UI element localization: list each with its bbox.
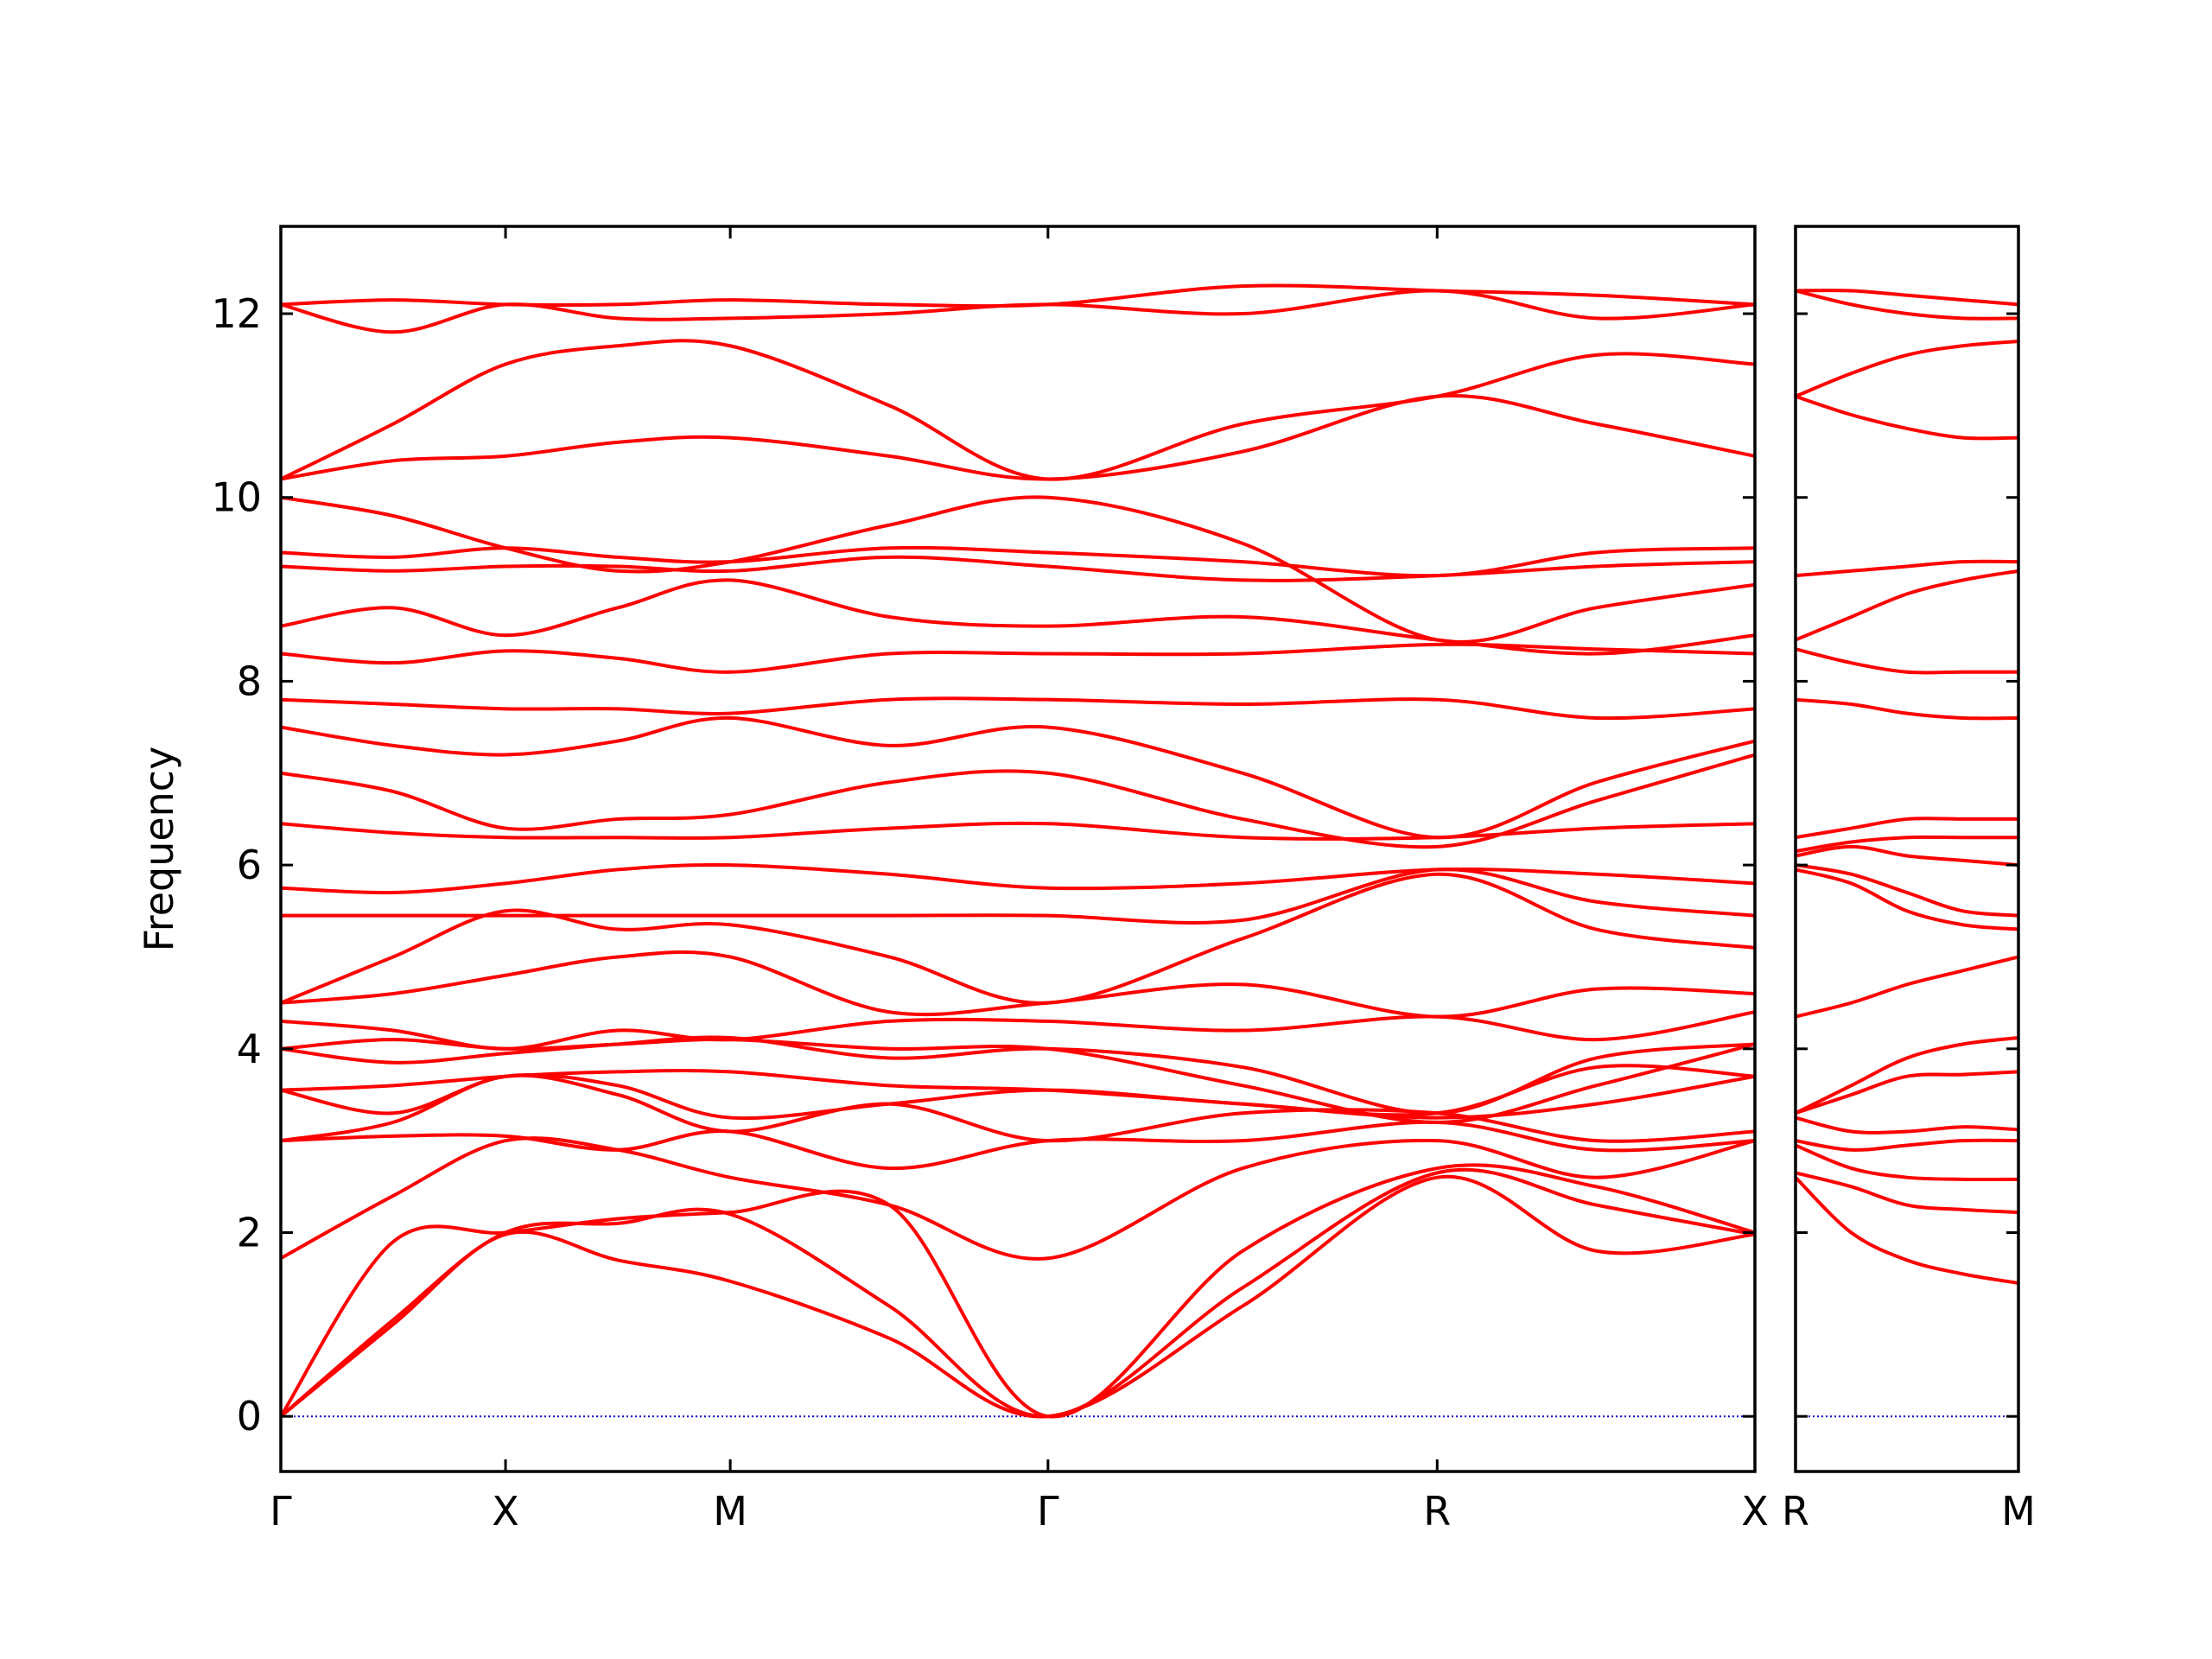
y-tick-label: 6: [237, 842, 262, 888]
band-line: [281, 872, 1755, 1005]
band-line: [281, 1035, 1755, 1116]
x-tick-label: Γ: [270, 1488, 292, 1535]
y-tick-label: 10: [211, 474, 262, 521]
band-line: [1796, 289, 2018, 321]
band-line: [281, 555, 1755, 582]
plot-area: [1796, 289, 2018, 1418]
plot-area: [281, 283, 1755, 1419]
x-tick-label: R: [1782, 1488, 1809, 1535]
band-line: [281, 753, 1755, 849]
y-tick-label: 2: [237, 1209, 262, 1255]
y-tick-label: 4: [237, 1026, 262, 1072]
y-tick-label: 8: [237, 658, 262, 704]
band-line: [1796, 844, 2018, 868]
band-line: [281, 1120, 1755, 1171]
x-tick-label: R: [1423, 1488, 1451, 1535]
band-line: [281, 495, 1755, 644]
band-line: [281, 950, 1755, 1019]
band-line: [1796, 1171, 2018, 1215]
band-line: [1796, 868, 2018, 931]
band-line: [281, 1136, 1755, 1261]
band-line: [281, 862, 1755, 895]
x-tick-label: X: [1741, 1488, 1769, 1535]
band-line: [1796, 289, 2018, 307]
band-line: [1796, 559, 2018, 578]
band-line: [281, 642, 1755, 674]
band-line: [281, 339, 1755, 481]
x-tick-label: X: [492, 1488, 519, 1535]
y-axis-label: Frequency: [136, 747, 182, 952]
plot-frame: [279, 225, 1757, 1473]
y-tick-label: 12: [211, 290, 262, 337]
x-tick-label: M: [2001, 1488, 2036, 1535]
band-line: [1796, 339, 2018, 398]
y-tick-label: 0: [237, 1393, 262, 1440]
band-line: [1796, 1070, 2018, 1116]
band-line: [281, 289, 1755, 334]
band-line: [281, 696, 1755, 721]
band-line: [281, 868, 1755, 925]
band-line: [1796, 1176, 2018, 1285]
x-tick-label: Γ: [1037, 1488, 1059, 1535]
x-tick-label: M: [713, 1488, 747, 1535]
band-line: [1796, 955, 2018, 1019]
band-line: [281, 1167, 1755, 1419]
band-line: [281, 283, 1755, 308]
band-line: [1796, 1138, 2018, 1152]
band-line: [281, 715, 1755, 840]
band-line: [281, 821, 1755, 841]
band-line: [1796, 394, 2018, 441]
band-line: [281, 545, 1755, 578]
plot-frame: [1794, 225, 2020, 1473]
band-line: [1796, 1116, 2018, 1135]
band-line: [1796, 1036, 2018, 1116]
band-line: [281, 394, 1755, 481]
band-line: [281, 1163, 1755, 1419]
band-line: [281, 1174, 1755, 1419]
band-line: [1796, 697, 2018, 721]
band-line: [1796, 1143, 2018, 1181]
band-line: [281, 578, 1755, 656]
band-line: [1796, 647, 2018, 675]
band-line: [1796, 817, 2018, 840]
band-line: [1796, 569, 2018, 642]
band-line: [1796, 835, 2018, 854]
band-line: [281, 1010, 1755, 1051]
band-line: [1796, 863, 2018, 918]
